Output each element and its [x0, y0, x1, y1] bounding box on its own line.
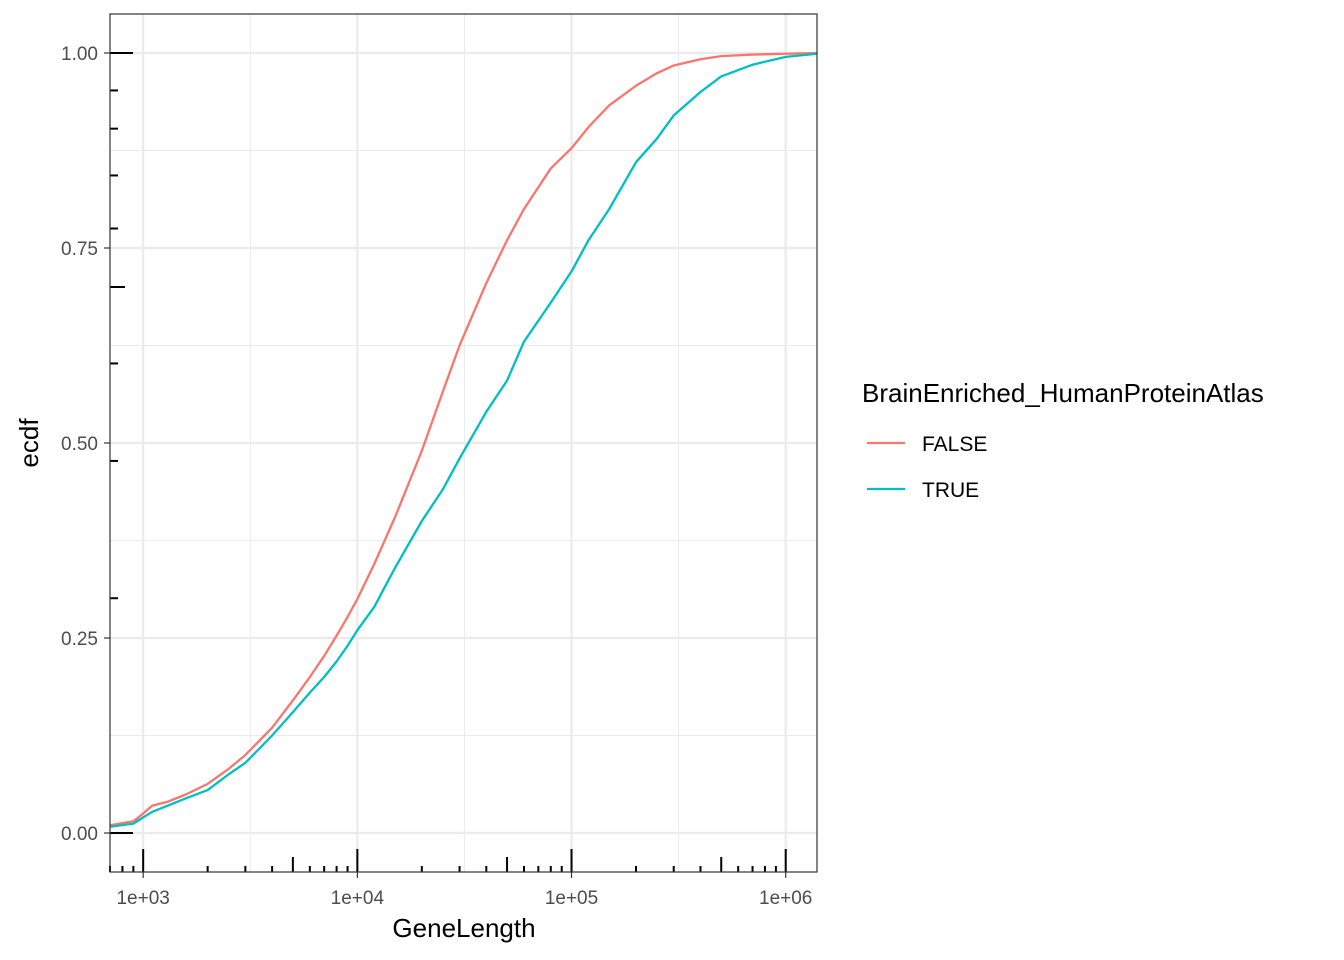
y-axis-title: ecdf: [14, 418, 44, 468]
y-tick-label: 1.00: [61, 44, 98, 65]
x-tick-label: 1e+03: [116, 888, 169, 909]
y-tick-label: 0.00: [61, 824, 98, 845]
series-line-false: [109, 51, 818, 827]
y-tick-label: 0.25: [61, 629, 98, 650]
x-axis-title: GeneLength: [392, 913, 535, 943]
grid-lines: [110, 14, 817, 872]
series-line-true: [109, 52, 818, 828]
legend-label-false: FALSE: [922, 433, 987, 456]
series-lines: [109, 51, 818, 828]
x-tick-label: 1e+04: [331, 888, 385, 909]
x-tick-label: 1e+06: [759, 888, 812, 909]
x-tick-label: 1e+05: [545, 888, 598, 909]
y-axis: 0.00 0.25 0.50 0.75 1.00: [61, 44, 110, 845]
legend-label-true: TRUE: [922, 479, 979, 502]
legend: BrainEnriched_HumanProteinAtlas FALSE TRU…: [862, 378, 1264, 502]
y-tick-label: 0.75: [61, 239, 98, 260]
x-axis: 1e+03 1e+04 1e+05 1e+06: [116, 872, 812, 909]
legend-title: BrainEnriched_HumanProteinAtlas: [862, 378, 1264, 408]
rug-marks: [109, 52, 787, 872]
y-tick-label: 0.50: [61, 434, 98, 455]
